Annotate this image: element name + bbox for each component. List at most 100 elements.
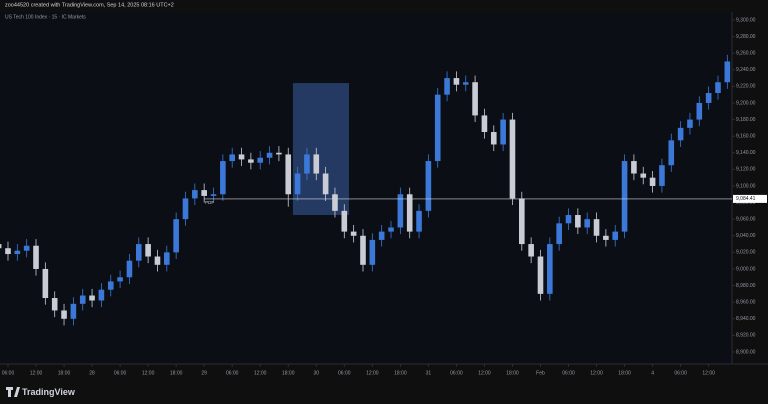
candle-body (724, 61, 731, 83)
candle-body (472, 82, 478, 116)
candle-body (388, 227, 394, 232)
x-tick-label: 30 (313, 370, 319, 376)
x-tick-label: 28 (89, 370, 95, 376)
candle-body (668, 140, 675, 166)
candle-body (621, 161, 628, 232)
x-tick-label: 06:00 (674, 370, 687, 376)
candle-body (98, 289, 105, 301)
x-tick-label: 12:00 (142, 370, 155, 376)
candle-body (528, 244, 534, 257)
x-tick-label: 06:00 (338, 370, 351, 376)
candle-body (444, 78, 450, 95)
candle-body (285, 154, 292, 195)
candle-body (537, 256, 544, 294)
y-tick-label: 9,260.00 (736, 50, 756, 56)
x-tick-label: Feb (536, 370, 545, 376)
candle-body (659, 165, 665, 186)
candle-body (276, 152, 282, 155)
candle-body (154, 256, 161, 265)
y-tick-label: 9,200.00 (736, 100, 756, 106)
candle-body (89, 295, 95, 301)
candle-body (341, 210, 348, 232)
y-tick-label: 9,160.00 (736, 133, 756, 139)
y-tick-label: 8,960.00 (736, 299, 756, 305)
candle-body (378, 231, 385, 240)
x-tick-label: 06:00 (562, 370, 575, 376)
x-tick-label: 18:00 (618, 370, 631, 376)
candle-body (416, 210, 422, 232)
candle-body (51, 298, 58, 311)
candle-body (220, 161, 226, 195)
logo: TradingView (6, 387, 76, 397)
candle-body (490, 132, 497, 145)
credit: zoo44520 created with TradingView.com, S… (5, 2, 174, 8)
candle-body (425, 161, 432, 211)
candle-body (61, 310, 67, 319)
y-tick-label: 8,920.00 (736, 333, 756, 339)
candle-body (79, 295, 86, 304)
candle-body (304, 154, 310, 174)
candle-body (164, 252, 170, 265)
candle-body (257, 157, 264, 163)
candle-body (369, 239, 376, 265)
y-tick-label: 9,140.00 (736, 150, 756, 156)
candle-body (238, 154, 245, 160)
candle-body (715, 82, 721, 94)
y-tick-label: 9,180.00 (736, 117, 756, 123)
candle-body (313, 154, 320, 174)
x-tick-label: 06:00 (450, 370, 463, 376)
candle-body (360, 235, 366, 265)
candle-body (687, 119, 693, 128)
candle-body (649, 177, 656, 186)
candle-body (519, 198, 525, 245)
brand: TradingView (22, 387, 76, 397)
x-tick-label: 12:00 (254, 370, 267, 376)
candle-body (107, 281, 114, 290)
candle-body (70, 303, 77, 319)
candle-body (453, 78, 460, 85)
candle-body (406, 194, 413, 232)
symbol: US Tech 100 Index · 15 · IC Markets (5, 14, 86, 20)
candle-body (182, 198, 189, 220)
candle-body (14, 250, 21, 255)
candle-body (350, 231, 357, 236)
candle-body (696, 102, 703, 120)
candle-body (593, 219, 600, 236)
candle-body (42, 268, 49, 299)
candle-body (173, 219, 179, 253)
candle-body (462, 82, 469, 85)
candle-body (294, 173, 301, 195)
level-label: 9,084.41 (736, 196, 756, 202)
x-tick-label: 18:00 (282, 370, 295, 376)
candle-body (192, 190, 198, 199)
candle-body (481, 115, 488, 133)
y-tick-label: 9,300.00 (736, 17, 756, 23)
y-tick-label: 9,020.00 (736, 250, 756, 256)
x-tick-label: 12:00 (590, 370, 603, 376)
y-tick-label: 8,980.00 (736, 283, 756, 289)
candle-body (145, 244, 151, 257)
x-tick-label: 31 (426, 370, 432, 376)
highlight-zone (292, 83, 349, 216)
candle-body (584, 219, 591, 228)
candle-body (565, 215, 572, 224)
x-tick-label: 18:00 (170, 370, 183, 376)
x-tick-label: 06:00 (226, 370, 239, 376)
candle-body (556, 223, 562, 245)
y-tick-label: 8,900.00 (736, 349, 756, 355)
candle-body (322, 173, 329, 195)
candle-body (266, 152, 273, 158)
candle-body (332, 194, 338, 211)
y-tick-label: 9,220.00 (736, 84, 756, 90)
candle-body (201, 190, 207, 196)
candle-body (126, 260, 133, 278)
plot-area (0, 12, 732, 364)
y-tick-label: 9,000.00 (736, 266, 756, 272)
x-tick-label: 12:00 (478, 370, 491, 376)
candle-body (640, 173, 647, 178)
y-tick-label: 9,060.00 (736, 216, 756, 222)
x-tick-label: 12:00 (366, 370, 379, 376)
y-tick-label: 9,120.00 (736, 167, 756, 173)
candle-body (117, 277, 123, 282)
